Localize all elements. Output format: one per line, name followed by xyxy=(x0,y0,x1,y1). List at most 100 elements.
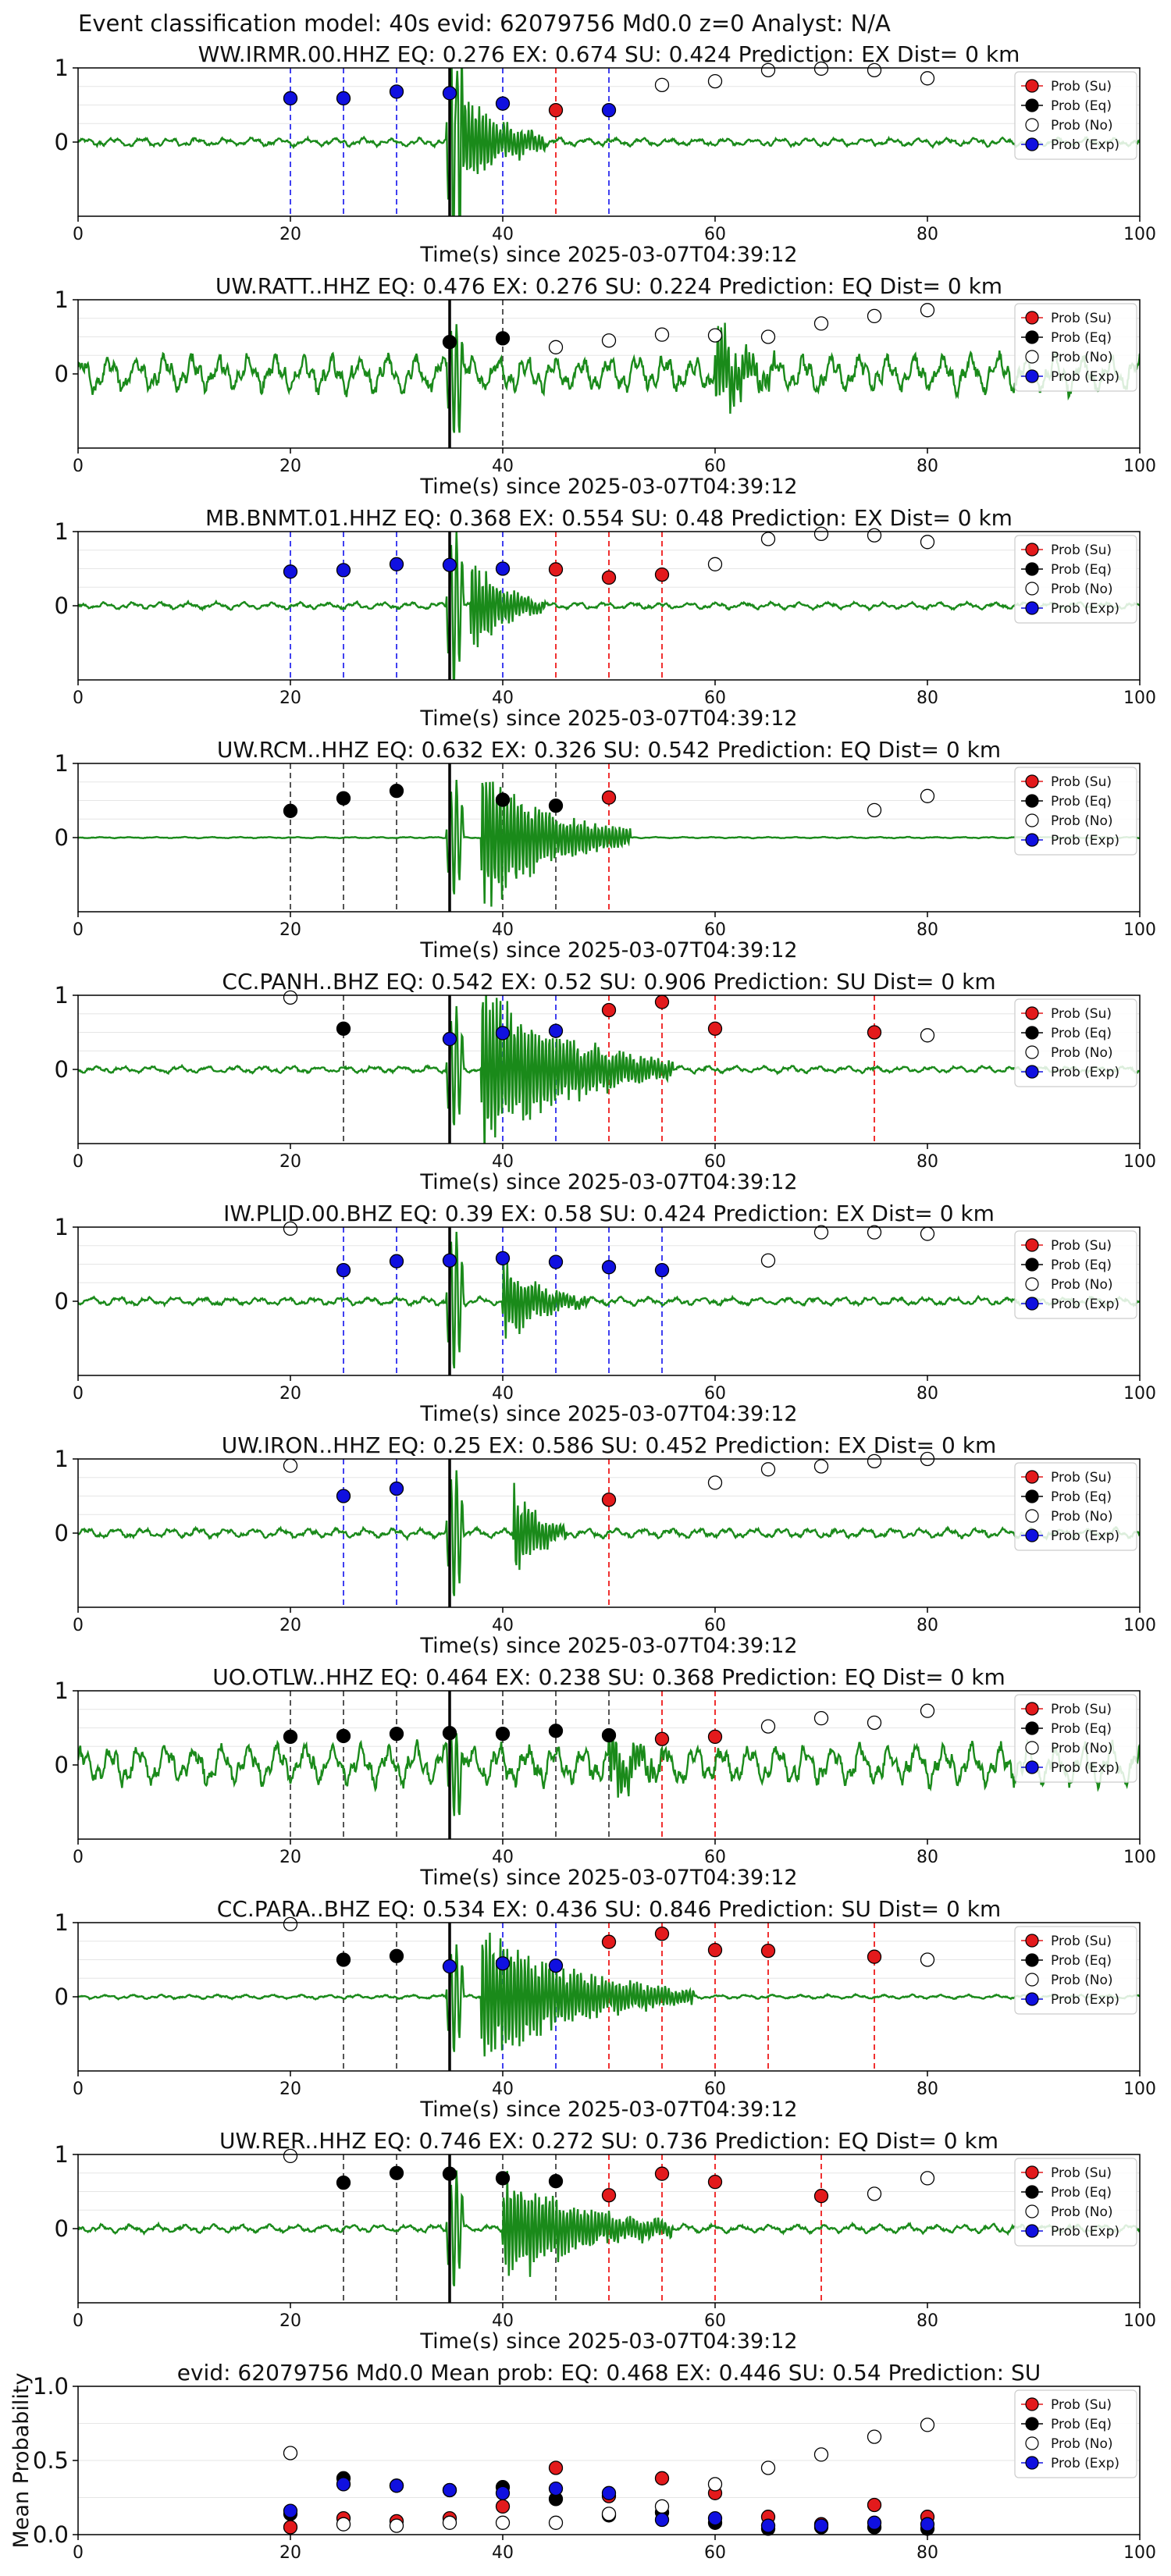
legend-marker-no xyxy=(1025,1973,1039,1987)
legend-marker-su xyxy=(1025,774,1039,788)
panel-title: evid: 62079756 Md0.0 Mean prob: EQ: 0.46… xyxy=(177,2360,1041,2386)
legend-marker-no xyxy=(1025,1277,1039,1291)
x-axis-label: Time(s) since 2025-03-07T04:39:12 xyxy=(419,2329,797,2354)
prob-point-su xyxy=(548,562,564,577)
x-tick-label: 100 xyxy=(1123,1384,1156,1404)
prob-point-su xyxy=(707,1729,723,1745)
prob-point-no xyxy=(867,62,882,77)
legend-label: Prob (Su) xyxy=(1051,1470,1112,1485)
legend: Prob (Su) Prob (Eq) Prob (No) Prob (Exp) xyxy=(1014,1462,1137,1551)
prob-point-su xyxy=(654,2166,670,2181)
panel-title: IW.PLID.00.BHZ EQ: 0.39 EX: 0.58 SU: 0.4… xyxy=(223,1201,995,1226)
x-tick-label: 80 xyxy=(917,1616,938,1635)
prob-point-exp xyxy=(548,2481,564,2496)
prob-point-su xyxy=(707,1021,723,1036)
y-tick-label: 1 xyxy=(55,1446,69,1472)
x-tick-label: 60 xyxy=(704,1384,726,1404)
x-tick-label: 100 xyxy=(1123,457,1156,476)
legend-label: Prob (No) xyxy=(1051,2204,1113,2220)
prob-point-no xyxy=(283,1916,298,1932)
prob-point-exp xyxy=(495,96,511,111)
x-tick-label: 100 xyxy=(1123,1848,1156,1867)
x-tick-label: 20 xyxy=(279,2543,301,2563)
prob-point-su xyxy=(495,2499,511,2514)
prob-point-eq xyxy=(283,803,298,818)
x-tick-label: 0 xyxy=(73,1848,84,1867)
prob-point-eq xyxy=(495,2171,511,2186)
prob-point-su xyxy=(654,567,670,582)
prob-point-su xyxy=(601,790,617,805)
y-tick-label: 0 xyxy=(55,824,69,851)
y-tick-label: 1 xyxy=(55,982,69,1009)
legend-label: Prob (No) xyxy=(1051,118,1113,133)
y-tick-label: 1 xyxy=(55,2141,69,2168)
prob-point-no xyxy=(283,2446,298,2460)
legend-marker-no xyxy=(1025,2204,1039,2218)
prob-point-no xyxy=(867,528,882,543)
prob-point-no xyxy=(760,329,776,344)
prob-point-exp xyxy=(548,1254,564,1269)
legend-marker-no xyxy=(1025,1509,1039,1523)
legend-marker-exp xyxy=(1025,2224,1039,2238)
prob-point-no xyxy=(813,2447,829,2462)
legend: Prob (Su) Prob (Eq) Prob (No) Prob (Exp) xyxy=(1014,998,1137,1087)
legend: Prob (Su) Prob (Eq) Prob (No) Prob (Exp) xyxy=(1014,535,1137,624)
legend-marker-su xyxy=(1025,543,1039,557)
prob-point-no xyxy=(920,1952,935,1967)
legend-marker-no xyxy=(1025,2436,1039,2450)
x-tick-label: 40 xyxy=(492,225,514,244)
prob-point-no xyxy=(707,328,723,343)
y-tick-label: 1 xyxy=(55,55,69,81)
prob-point-su xyxy=(601,1002,617,1018)
prob-point-exp xyxy=(389,84,404,99)
x-tick-label: 0 xyxy=(73,1152,84,1172)
waveform-trace xyxy=(78,68,1140,216)
legend-marker-no xyxy=(1025,1741,1039,1755)
prob-point-no xyxy=(920,2171,935,2186)
legend-label: Prob (No) xyxy=(1051,1045,1113,1061)
x-tick-label: 40 xyxy=(492,2080,514,2099)
prob-point-no xyxy=(760,2460,776,2475)
legend-label: Prob (Eq) xyxy=(1051,1953,1112,1969)
x-tick-label: 20 xyxy=(279,2080,301,2099)
y-tick-label: 1 xyxy=(55,1909,69,1936)
prob-point-eq xyxy=(495,331,511,346)
prob-point-eq xyxy=(601,1727,617,1743)
prob-point-exp xyxy=(813,2518,829,2533)
x-tick-label: 40 xyxy=(492,1616,514,1635)
prob-point-no xyxy=(707,2477,723,2492)
figure-suptitle: Event classification model: 40s evid: 62… xyxy=(78,10,891,37)
legend-label: Prob (Exp) xyxy=(1051,1297,1119,1312)
legend-marker-su xyxy=(1025,1934,1039,1948)
x-tick-label: 20 xyxy=(279,688,301,708)
prob-point-no xyxy=(867,2429,882,2444)
legend-label: Prob (Exp) xyxy=(1051,1528,1119,1544)
legend-box xyxy=(1014,1926,1137,2015)
x-tick-label: 40 xyxy=(492,2311,514,2331)
x-tick-label: 0 xyxy=(73,457,84,476)
prob-point-exp xyxy=(548,1023,564,1038)
x-tick-label: 20 xyxy=(279,1384,301,1404)
x-tick-label: 80 xyxy=(917,1152,938,1172)
x-axis-label: Time(s) since 2025-03-07T04:39:12 xyxy=(419,2097,797,2122)
prob-point-su xyxy=(654,1731,670,1746)
prob-point-eq xyxy=(336,2175,351,2190)
x-axis-label: Time(s) since 2025-03-07T04:39:12 xyxy=(419,1866,797,1890)
legend-label: Prob (Exp) xyxy=(1051,1760,1119,1776)
prob-point-exp xyxy=(336,563,351,578)
prob-point-no xyxy=(867,1225,882,1240)
prob-point-exp xyxy=(601,102,617,118)
prob-point-exp xyxy=(442,557,457,572)
panel-title: UW.RER..HHZ EQ: 0.746 EX: 0.272 SU: 0.73… xyxy=(219,2128,998,2154)
legend-label: Prob (Exp) xyxy=(1051,137,1119,153)
prob-point-exp xyxy=(442,86,457,101)
prob-point-no xyxy=(760,532,776,546)
x-tick-label: 20 xyxy=(279,225,301,244)
prob-point-no xyxy=(813,316,829,331)
legend-marker-eq xyxy=(1025,2185,1039,2199)
legend-label: Prob (No) xyxy=(1051,1741,1113,1756)
legend-marker-no xyxy=(1025,582,1039,596)
panel-title: UW.RATT..HHZ EQ: 0.476 EX: 0.276 SU: 0.2… xyxy=(215,273,1002,299)
prob-point-exp xyxy=(867,2515,882,2530)
legend-box xyxy=(1014,767,1137,856)
